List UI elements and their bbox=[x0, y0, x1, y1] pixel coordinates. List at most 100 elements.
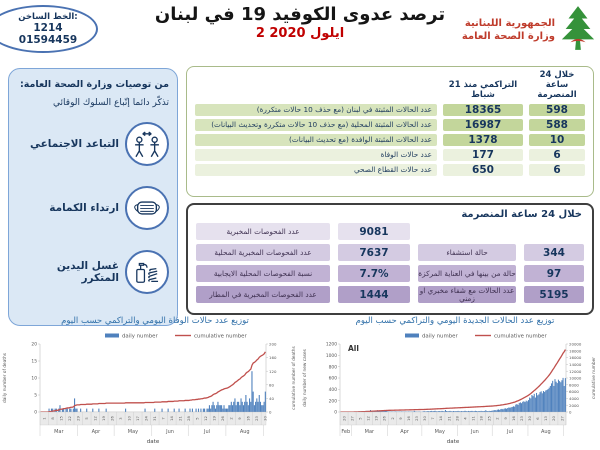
svg-text:12000: 12000 bbox=[569, 369, 582, 374]
svg-text:0: 0 bbox=[569, 410, 572, 415]
svg-text:26: 26 bbox=[383, 416, 387, 421]
row-label: نسبة الفحوصات المحلية الايجابية bbox=[196, 265, 330, 282]
svg-text:cumulative number: cumulative number bbox=[494, 333, 548, 339]
recommendation-label: ارتداء الكمامة bbox=[49, 202, 119, 214]
svg-text:Jul: Jul bbox=[203, 429, 210, 435]
svg-text:cumulative number of deaths: cumulative number of deaths bbox=[291, 345, 297, 409]
svg-text:2: 2 bbox=[230, 417, 234, 419]
recommendations-title: من توصيات وزارة الصحة العامة: bbox=[19, 79, 169, 90]
svg-text:2000: 2000 bbox=[569, 403, 579, 408]
svg-text:28: 28 bbox=[455, 416, 459, 421]
svg-text:20000: 20000 bbox=[569, 342, 582, 347]
row-label: حالة من بينها في العناية المركزة bbox=[418, 265, 516, 282]
report-title-block: ترصد عدوى الكوفيد 19 في لبنان 2 ايلول 20… bbox=[150, 4, 450, 41]
svg-text:23: 23 bbox=[520, 416, 524, 421]
svg-text:4: 4 bbox=[463, 417, 467, 420]
row-value: 7637 bbox=[338, 244, 410, 261]
tests-summary-table: خلال 24 ساعة المنصرمة عدد الفحوصات المخب… bbox=[186, 203, 594, 315]
svg-text:7: 7 bbox=[162, 417, 166, 420]
row-value: 5195 bbox=[524, 286, 584, 303]
svg-text:14000: 14000 bbox=[569, 362, 582, 367]
svg-text:19: 19 bbox=[102, 416, 106, 421]
svg-text:0: 0 bbox=[34, 410, 37, 416]
row-value: 7.7% bbox=[338, 265, 410, 282]
row-label: عدد حالات القطاع الصحي bbox=[195, 163, 437, 176]
svg-text:9: 9 bbox=[399, 417, 403, 420]
hotline-badge: الخط الساخن: 1214 01594459 bbox=[0, 5, 98, 53]
last24h-value: 10 bbox=[529, 133, 585, 146]
svg-text:7: 7 bbox=[431, 417, 435, 420]
row-value: 97 bbox=[524, 265, 584, 282]
ministry-logo-block: الجمهورية اللبنانية وزارة الصحة العامة bbox=[462, 4, 597, 56]
svg-text:15: 15 bbox=[60, 416, 64, 421]
svg-text:12: 12 bbox=[367, 416, 371, 421]
table-row: عدد حالات الوفاة 177 6 bbox=[195, 148, 585, 161]
svg-text:5: 5 bbox=[85, 417, 89, 420]
svg-text:26: 26 bbox=[111, 416, 115, 421]
svg-text:5: 5 bbox=[34, 393, 37, 399]
row-label: عدد الفحوصات المخبرية bbox=[196, 223, 330, 240]
svg-text:12: 12 bbox=[204, 416, 208, 421]
svg-text:27: 27 bbox=[560, 416, 564, 421]
svg-text:1000: 1000 bbox=[326, 353, 337, 359]
svg-text:30: 30 bbox=[528, 416, 532, 421]
new-cases-chart: 0200400600800100012000200040006000800010… bbox=[302, 333, 597, 445]
svg-text:400: 400 bbox=[329, 387, 338, 393]
row-label: عدد الحالات المثبتة الوافدة (مع تحديث ال… bbox=[195, 133, 437, 146]
svg-text:19: 19 bbox=[213, 416, 217, 421]
row-label: عدد الحالات مع شفاء مخبري او زمني bbox=[418, 285, 516, 303]
cumulative-value: 650 bbox=[443, 163, 523, 176]
cumulative-value: 18365 bbox=[443, 103, 523, 116]
svg-text:6000: 6000 bbox=[569, 389, 579, 394]
svg-text:daily number of new cases: daily number of new cases bbox=[302, 348, 308, 406]
hotline-label: الخط الساخن: bbox=[18, 11, 78, 22]
svg-text:23: 23 bbox=[415, 416, 419, 421]
row-label: عدد حالات الوفاة bbox=[195, 148, 437, 161]
svg-text:29: 29 bbox=[77, 416, 81, 421]
svg-text:200: 200 bbox=[329, 398, 338, 404]
column-header-last24h: خلال 24 ساعة المنصرمة bbox=[537, 70, 577, 101]
svg-text:13: 13 bbox=[544, 416, 548, 421]
svg-text:5: 5 bbox=[358, 417, 362, 420]
svg-text:10: 10 bbox=[128, 416, 132, 421]
svg-text:2: 2 bbox=[391, 417, 395, 419]
table-row: عدد الحالات المثبتة الوافدة (مع تحديث ال… bbox=[195, 133, 585, 146]
svg-text:6: 6 bbox=[536, 417, 540, 420]
cases-summary-table: التراكمي منذ 21 شباط خلال 24 ساعة المنصر… bbox=[186, 66, 594, 197]
svg-text:cumulative number: cumulative number bbox=[194, 333, 248, 339]
svg-text:Mar: Mar bbox=[365, 429, 375, 435]
recommendation-item: غسل اليدين المتكرر bbox=[17, 250, 169, 294]
recommendations-subtitle: تذكّر دائما إتّباع السلوك الوقائي bbox=[53, 98, 169, 108]
svg-text:24: 24 bbox=[145, 416, 149, 421]
svg-text:5: 5 bbox=[196, 417, 200, 420]
row-value: 1444 bbox=[338, 286, 410, 303]
svg-text:11: 11 bbox=[471, 416, 475, 421]
svg-text:14: 14 bbox=[170, 416, 174, 421]
svg-text:Jun: Jun bbox=[470, 429, 479, 435]
row-value: 9081 bbox=[338, 223, 410, 240]
row-label: حالة استشفاء bbox=[418, 244, 516, 261]
svg-text:Apr: Apr bbox=[92, 429, 102, 435]
svg-text:9: 9 bbox=[504, 417, 508, 420]
tests-table-header: خلال 24 ساعة المنصرمة bbox=[461, 209, 582, 220]
svg-text:22: 22 bbox=[68, 416, 72, 421]
last24h-value: 588 bbox=[529, 118, 585, 131]
svg-text:28: 28 bbox=[187, 416, 191, 421]
svg-text:30: 30 bbox=[264, 416, 268, 421]
svg-text:12: 12 bbox=[94, 416, 98, 421]
row-label: عدد الحالات المثبتة المحلية (مع حذف 10 ح… bbox=[195, 118, 437, 131]
svg-text:20: 20 bbox=[342, 416, 346, 421]
row-value: 344 bbox=[524, 244, 584, 261]
svg-text:2: 2 bbox=[496, 417, 500, 419]
table-row: عدد حالات القطاع الصحي 650 6 bbox=[195, 163, 585, 176]
cumulative-value: 16987 bbox=[443, 118, 523, 131]
table-row: عدد الفحوصات المخبرية 9081 bbox=[196, 223, 584, 240]
face-mask-icon bbox=[125, 186, 169, 230]
svg-text:600: 600 bbox=[329, 376, 338, 382]
svg-text:Jul: Jul bbox=[506, 429, 513, 435]
cumulative-value: 1378 bbox=[443, 133, 523, 146]
svg-text:200: 200 bbox=[269, 342, 277, 347]
svg-text:8000: 8000 bbox=[569, 382, 579, 387]
svg-text:21: 21 bbox=[447, 416, 451, 421]
svg-text:20: 20 bbox=[552, 416, 556, 421]
